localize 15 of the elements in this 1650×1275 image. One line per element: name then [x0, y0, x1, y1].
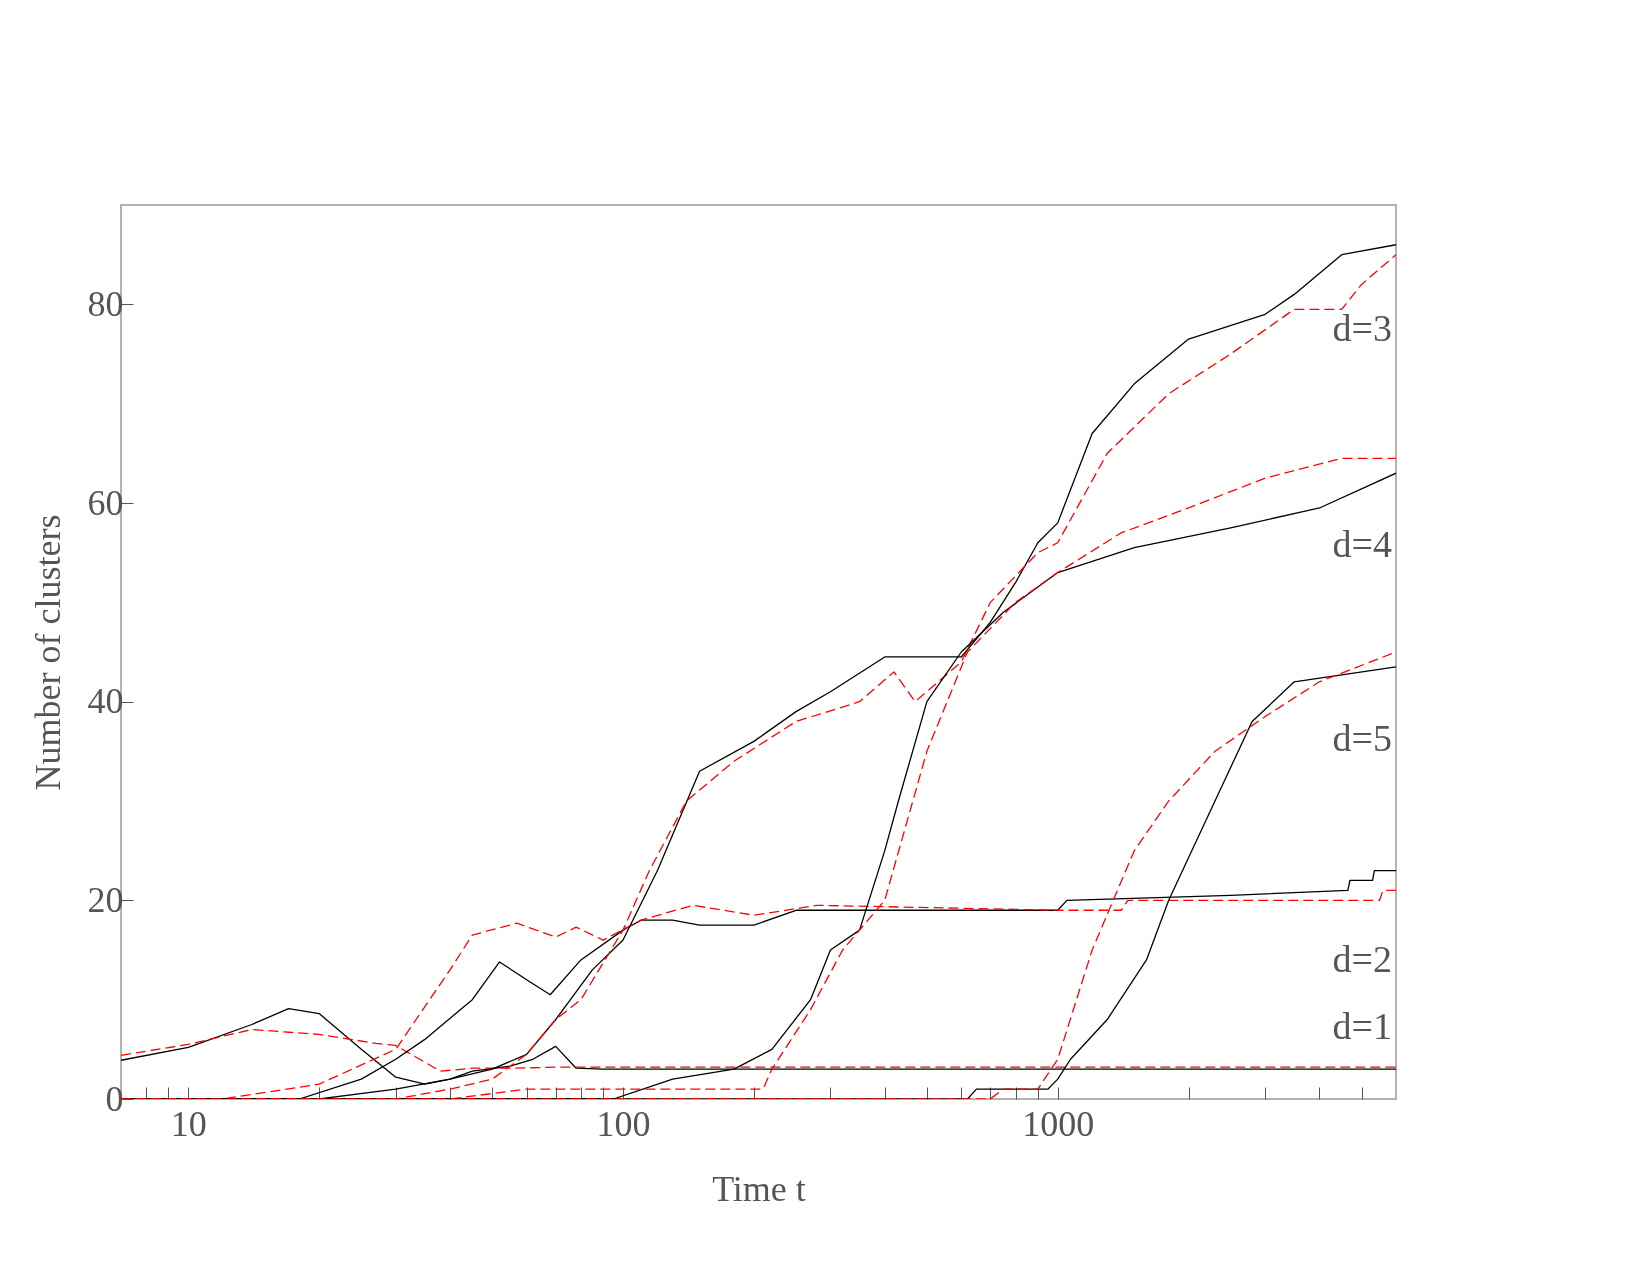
x-tick-label: 1000 — [1022, 1103, 1095, 1144]
x-tick-label: 100 — [596, 1103, 651, 1144]
annotation: d=2 — [1332, 937, 1392, 980]
y-axis-title: Number of clusters — [27, 514, 68, 791]
y-tick-label: 60 — [87, 482, 124, 523]
y-tick-label: 0 — [105, 1078, 124, 1119]
annotation: d=4 — [1332, 523, 1392, 566]
annotation: d=5 — [1332, 716, 1392, 759]
x-tick-label: 10 — [170, 1103, 207, 1144]
annotation: d=1 — [1332, 1004, 1392, 1047]
x-axis-title: Time t — [712, 1168, 806, 1209]
y-tick-label: 80 — [87, 283, 124, 324]
y-tick-label: 40 — [87, 681, 124, 722]
y-tick-label: 20 — [87, 879, 124, 920]
annotation: d=3 — [1332, 307, 1392, 350]
